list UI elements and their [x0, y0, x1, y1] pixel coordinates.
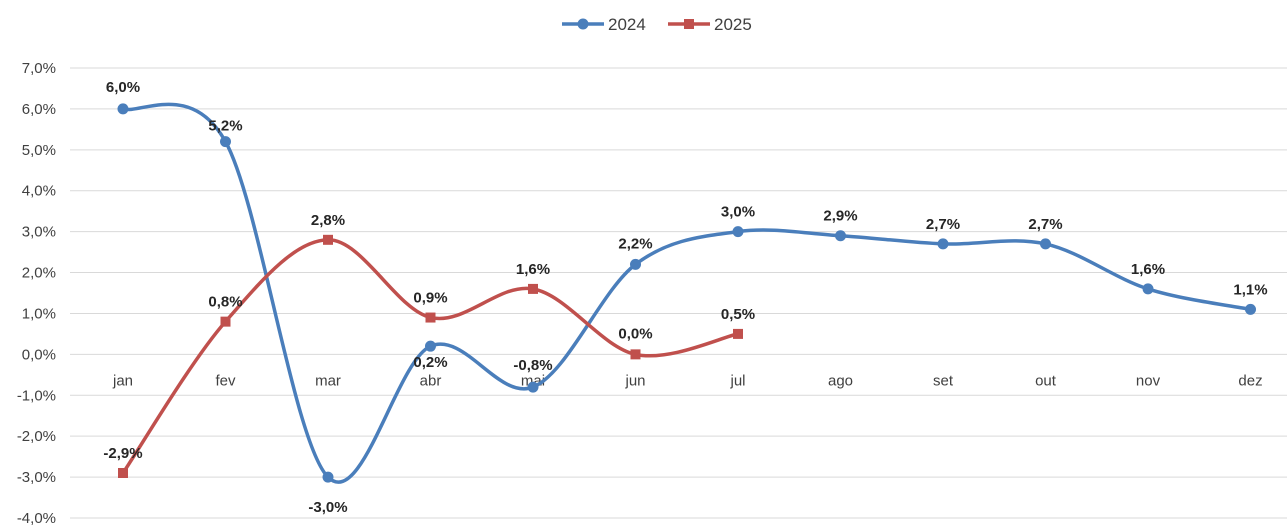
x-tick-label: nov — [1136, 372, 1161, 389]
series-2025-data-label: 2,8% — [311, 212, 345, 229]
series-2024-point — [425, 340, 436, 352]
series-2024-data-label: 2,7% — [1028, 216, 1062, 233]
y-tick-label: 2,0% — [22, 265, 56, 282]
series-2025-data-label: 0,0% — [618, 325, 652, 342]
series-2025-point — [118, 468, 128, 478]
y-tick-label: -1,0% — [17, 387, 56, 404]
y-tick-label: 0,0% — [22, 346, 56, 363]
y-tick-label: -3,0% — [17, 469, 56, 486]
y-tick-label: 7,0% — [22, 60, 56, 77]
series-2024-line — [121, 102, 1253, 484]
legend-2025-label: 2025 — [714, 15, 752, 34]
series-2025-point — [425, 312, 436, 323]
series-2024-data-label: -0,8% — [513, 357, 552, 374]
series-2024-point — [835, 230, 846, 242]
x-axis: jan fev mar abr mai jun jul ago set out nov dez — [112, 372, 1263, 389]
series-2025-data-label: 1,6% — [516, 261, 550, 278]
series-layer — [117, 102, 1256, 484]
series-2024-data-label: 2,9% — [823, 208, 857, 225]
series-2024-data-label: 1,1% — [1233, 281, 1267, 298]
series-2025-point — [323, 234, 333, 245]
series-2024-point — [322, 471, 334, 483]
x-tick-label: ago — [828, 372, 853, 389]
x-tick-label: out — [1035, 372, 1057, 389]
series-2025-data-label: 0,9% — [413, 290, 447, 307]
series-2024-point — [937, 238, 949, 250]
x-tick-label: jul — [729, 372, 745, 389]
legend: 2024 2025 — [562, 15, 752, 34]
series-2024-data-label: 1,6% — [1131, 261, 1165, 278]
y-tick-label: -4,0% — [17, 510, 56, 525]
series-2024-data-label: 6,0% — [106, 79, 140, 96]
gridlines — [70, 67, 1287, 519]
series-2025-data-label: 0,5% — [721, 306, 755, 323]
series-2025-point — [528, 283, 538, 294]
x-tick-label: jun — [624, 372, 645, 389]
x-tick-label: dez — [1238, 372, 1262, 389]
series-2025-point — [630, 349, 641, 360]
series-2024-data-label: 2,7% — [926, 216, 960, 233]
series-2024-point — [220, 136, 231, 148]
series-2025-point — [220, 316, 231, 327]
series-2024-point — [1245, 303, 1256, 315]
x-tick-label: fev — [215, 372, 236, 389]
series-2024-point — [117, 103, 129, 115]
series-2025-point — [733, 328, 743, 339]
series-2024-data-label: 0,2% — [413, 354, 447, 371]
series-2025-data-label: 0,8% — [208, 294, 242, 311]
series-2024-data-label: -3,0% — [308, 499, 347, 516]
series-2024-point — [527, 381, 539, 393]
series-2024-point — [1040, 238, 1051, 250]
y-tick-label: 5,0% — [22, 142, 56, 159]
series-2024-data-label: 2,2% — [618, 235, 652, 252]
series-2024-point — [1142, 283, 1154, 295]
legend-2024-label: 2024 — [608, 15, 646, 34]
x-tick-label: abr — [420, 372, 442, 389]
y-axis: 7,0% 6,0% 5,0% 4,0% 3,0% 2,0% 1,0% 0,0% -1,0% -2,… — [17, 60, 56, 527]
y-tick-label: 6,0% — [22, 101, 56, 118]
data-labels-layer: 6,0% 5,2% -3,0% 0,2% -0,8% 2,2% 3,0% 2,9% 2,7% 2,… — [103, 79, 1267, 516]
series-2024-point — [630, 258, 641, 270]
y-tick-label: 1,0% — [22, 305, 56, 322]
y-tick-label: -2,0% — [17, 428, 56, 445]
x-tick-label: mar — [315, 372, 341, 389]
legend-2024-marker — [577, 18, 589, 30]
series-2025-data-label: -2,9% — [103, 445, 142, 462]
series-2024-data-label: 3,0% — [721, 204, 755, 221]
y-tick-label: 4,0% — [22, 183, 56, 200]
series-2024-data-label: 5,2% — [208, 118, 242, 135]
y-tick-label: 3,0% — [22, 224, 56, 241]
x-tick-label: set — [933, 372, 954, 389]
x-tick-label: jan — [112, 372, 133, 389]
legend-2025-marker — [684, 19, 694, 29]
series-2024-point — [732, 226, 744, 238]
